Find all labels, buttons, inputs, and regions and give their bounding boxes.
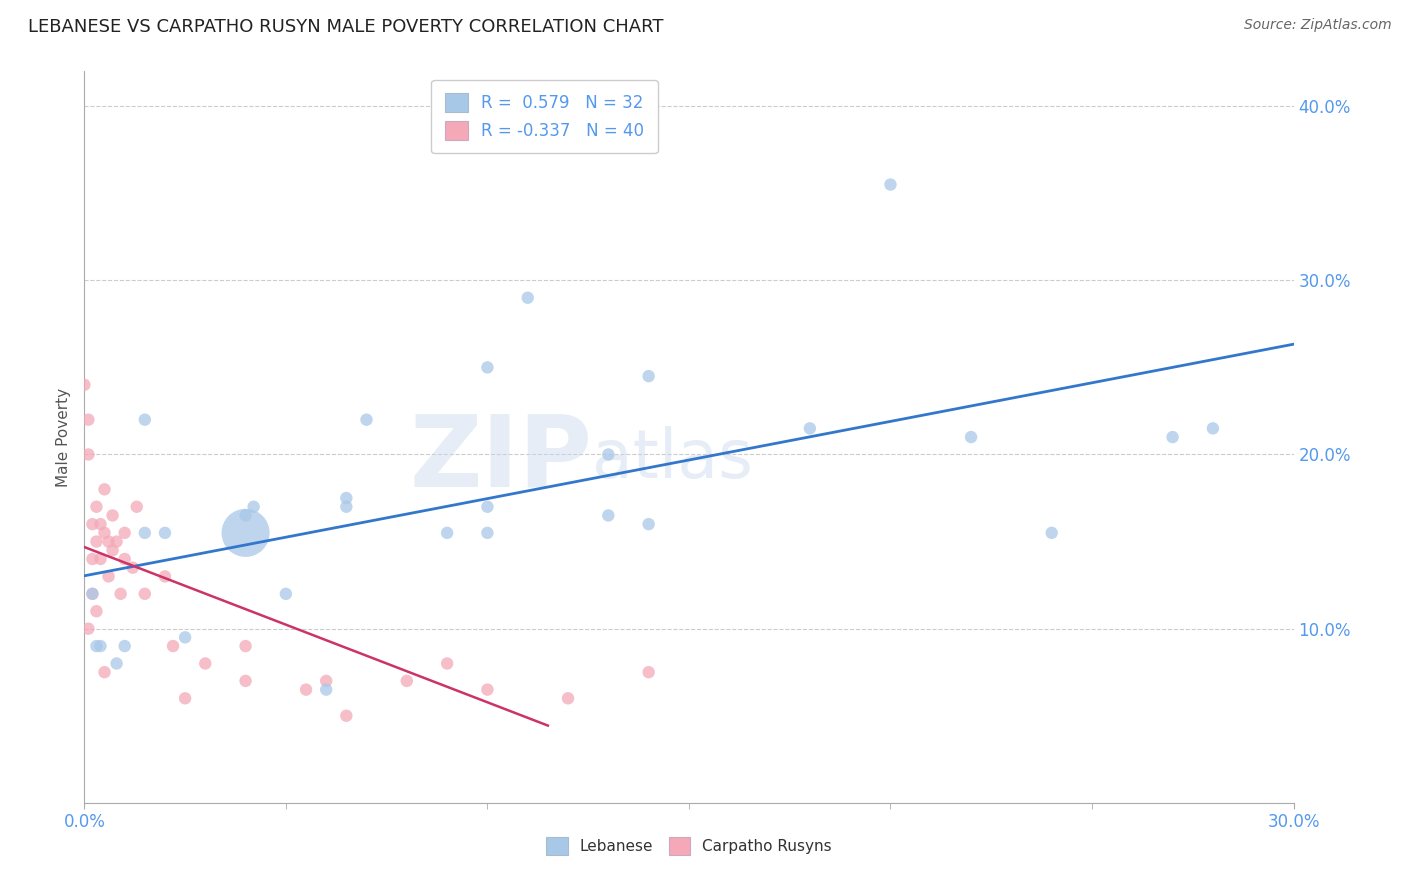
Y-axis label: Male Poverty: Male Poverty [56, 387, 72, 487]
Point [799, 421, 821, 435]
Point [89, 517, 111, 532]
Point [174, 691, 197, 706]
Point [82, 552, 104, 566]
Point [315, 673, 337, 688]
Point [134, 587, 156, 601]
Point [162, 639, 184, 653]
Point [557, 691, 579, 706]
Point [315, 682, 337, 697]
Point [335, 491, 357, 505]
Point [93, 483, 115, 497]
Point [114, 639, 136, 653]
Point [235, 525, 257, 540]
Point [960, 430, 983, 444]
Point [598, 508, 620, 523]
Point [153, 569, 176, 583]
Point [82, 587, 104, 601]
Point [86, 604, 108, 618]
Point [86, 500, 108, 514]
Point [637, 665, 659, 680]
Point [89, 639, 111, 653]
Point [77, 412, 100, 426]
Point [637, 369, 659, 384]
Point [235, 639, 257, 653]
Point [477, 525, 499, 540]
Point [295, 682, 318, 697]
Point [153, 525, 176, 540]
Point [477, 500, 499, 514]
Point [174, 631, 197, 645]
Point [879, 178, 901, 192]
Point [598, 448, 620, 462]
Point [1040, 525, 1063, 540]
Point [235, 673, 257, 688]
Point [73, 377, 96, 392]
Text: Source: ZipAtlas.com: Source: ZipAtlas.com [1244, 18, 1392, 32]
Point [82, 587, 104, 601]
Point [97, 569, 120, 583]
Point [356, 412, 378, 426]
Point [1161, 430, 1184, 444]
Point [93, 665, 115, 680]
Point [436, 657, 458, 671]
Point [105, 657, 128, 671]
Point [86, 639, 108, 653]
Point [125, 500, 148, 514]
Point [101, 543, 124, 558]
Point [77, 622, 100, 636]
Point [516, 291, 538, 305]
Point [121, 560, 143, 574]
Point [477, 360, 499, 375]
Point [77, 448, 100, 462]
Point [335, 500, 357, 514]
Point [242, 500, 264, 514]
Point [105, 534, 128, 549]
Point [235, 508, 257, 523]
Point [436, 525, 458, 540]
Point [477, 682, 499, 697]
Legend: Lebanese, Carpatho Rusyns: Lebanese, Carpatho Rusyns [540, 831, 838, 861]
Point [637, 517, 659, 532]
Point [274, 587, 297, 601]
Point [114, 525, 136, 540]
Text: ZIP: ZIP [409, 410, 592, 508]
Point [82, 517, 104, 532]
Point [335, 708, 357, 723]
Point [194, 657, 217, 671]
Point [86, 534, 108, 549]
Point [134, 412, 156, 426]
Point [134, 525, 156, 540]
Point [93, 525, 115, 540]
Point [97, 534, 120, 549]
Point [101, 508, 124, 523]
Point [110, 587, 132, 601]
Text: atlas: atlas [592, 426, 754, 492]
Text: LEBANESE VS CARPATHO RUSYN MALE POVERTY CORRELATION CHART: LEBANESE VS CARPATHO RUSYN MALE POVERTY … [28, 18, 664, 36]
Point [1202, 421, 1225, 435]
Point [395, 673, 418, 688]
Point [89, 552, 111, 566]
Point [114, 552, 136, 566]
